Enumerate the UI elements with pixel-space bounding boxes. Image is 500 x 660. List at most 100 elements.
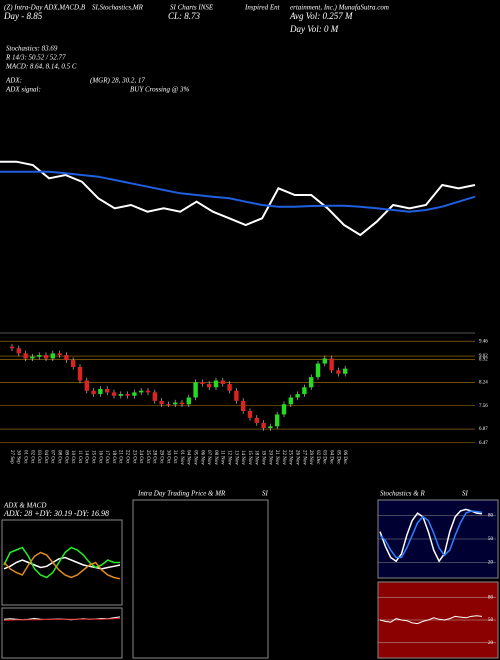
x-tick-label: 04 Dec [328, 450, 333, 465]
x-tick-label: 15 Oct [90, 450, 95, 464]
x-tick-label: 25 Nov [288, 450, 293, 465]
x-tick-label: 26 Nov [294, 450, 299, 465]
candle-body [281, 404, 287, 415]
header-text: (Z) Intra-Day ADX,MACD,B [4, 4, 86, 12]
candle-body [309, 377, 314, 388]
x-tick-label: 13 Nov [233, 450, 238, 465]
candle-body [315, 363, 321, 378]
header-text: Avg Vol: 0.257 M [289, 11, 353, 21]
x-tick-label: 18 Oct [111, 450, 116, 464]
candle-body [322, 358, 327, 364]
candle-body [118, 394, 123, 396]
candle-body [207, 383, 212, 388]
candle-body [186, 397, 191, 405]
x-tick-label: 07 Nov [206, 450, 211, 465]
x-tick-label: 04 Oct [43, 450, 48, 464]
y-tick-label: 9.02 [479, 354, 488, 359]
x-tick-label: 27 Sep [9, 450, 14, 464]
adx-panel [1, 519, 123, 606]
x-tick-label: 29 Oct [158, 450, 163, 464]
candle-body [111, 392, 117, 396]
header-text: Inspired Ent [244, 4, 281, 12]
x-tick-label: 03 Dec [322, 450, 327, 465]
candle-body [152, 392, 157, 401]
candle-body [200, 382, 205, 384]
y-tick-label: 50 [488, 618, 494, 623]
x-tick-label: 11 Oct [77, 450, 82, 464]
y-tick-label: 6.87 [479, 427, 488, 432]
x-tick-label: 31 Oct [172, 450, 177, 464]
line [0, 160, 476, 237]
x-tick-label: 04 Nov [186, 450, 191, 465]
header-text: R 14/3: 50.52 / 52.77 [5, 54, 66, 62]
candle-body [234, 390, 239, 401]
candle-body [37, 355, 42, 357]
panel-subtitle: SI [462, 490, 469, 498]
candle-body [268, 426, 273, 429]
panel-subtitle: ADX: 28 +DY: 30.19 -DY: 16.98 [3, 509, 109, 518]
candle-body [193, 382, 198, 398]
candle-body [241, 400, 246, 412]
x-tick-label: 28 Oct [152, 450, 157, 464]
candle-body [64, 355, 69, 361]
line [3, 618, 121, 621]
candle-body [288, 397, 293, 405]
header-text: (MGR) 28, 30.2, 17 [90, 77, 145, 85]
x-tick-label: 09 Oct [63, 450, 68, 464]
x-tick-label: 05 Nov [192, 450, 197, 465]
x-tick-label: 17 Oct [104, 450, 109, 464]
panel-title: Stochastics & R [380, 490, 425, 498]
header-text: ertainment, Inc.) MunafaSutra.com [290, 4, 389, 12]
x-tick-label: 08 Nov [213, 450, 218, 465]
x-tick-label: 30 Oct [165, 450, 170, 464]
x-tick-label: 23 Oct [131, 450, 136, 464]
header-text: CL: 8.73 [168, 11, 201, 21]
y-tick-label: 6.47 [479, 441, 488, 446]
y-tick-label: 20 [488, 641, 494, 646]
candle-body [84, 380, 89, 391]
candle-body [98, 389, 103, 395]
candle-body [145, 390, 151, 393]
x-tick-label: 22 Nov [281, 450, 286, 465]
y-tick-label: 80 [488, 514, 494, 519]
candle-body [105, 389, 110, 393]
x-tick-label: 07 Oct [50, 450, 55, 464]
x-tick-label: 02 Oct [29, 450, 34, 464]
y-tick-label: 9.46 [479, 339, 488, 344]
panel-title: Intra Day Trading Price & MR [137, 490, 226, 498]
x-tick-label: 29 Nov [308, 450, 313, 465]
line [379, 510, 483, 559]
x-tick-label: 18 Nov [254, 450, 259, 465]
candle-body [254, 417, 259, 423]
candle-body [261, 422, 266, 429]
x-tick-label: 25 Oct [145, 450, 150, 464]
y-tick-label: 8.92 [479, 358, 488, 363]
candle-body [125, 394, 130, 396]
x-tick-label: 15 Nov [247, 450, 252, 465]
x-tick-label: 14 Oct [84, 450, 89, 464]
line [3, 546, 120, 579]
y-tick-label: 50 [488, 537, 494, 542]
x-tick-label: 21 Oct [118, 450, 123, 464]
header-text: SI Charts INSE [170, 4, 214, 12]
y-tick-label: 7.56 [479, 404, 488, 409]
candle-body [159, 400, 164, 405]
x-tick-label: 30 Sep [16, 450, 21, 464]
macd-panel [1, 607, 123, 659]
header-text: MACD: 8.64, 8.14, 0.5 C [5, 63, 77, 71]
candle-body [329, 358, 334, 371]
candle-body [23, 353, 28, 359]
line [3, 551, 121, 580]
candle-body [220, 380, 225, 384]
candle-body [295, 394, 300, 398]
x-tick-label: 19 Nov [260, 450, 265, 465]
x-tick-label: 12 Nov [226, 450, 231, 465]
candle-body [16, 348, 21, 354]
candle-body [50, 353, 55, 359]
candle-body [91, 390, 96, 395]
line [0, 170, 476, 213]
candle-body [30, 356, 35, 359]
candle-body [336, 370, 341, 374]
candle-body [213, 380, 219, 388]
